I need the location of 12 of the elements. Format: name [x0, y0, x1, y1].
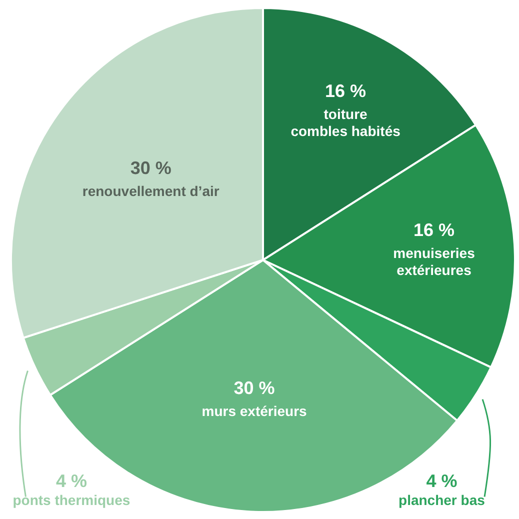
- slice-label: murs extérieurs: [202, 402, 308, 419]
- data-label: 16 %: [414, 220, 455, 240]
- slice-label: plancher bas: [398, 492, 486, 508]
- data-label: 16 %: [325, 80, 366, 101]
- data-label: 30 %: [130, 158, 172, 178]
- data-label: 4 %: [56, 470, 87, 491]
- slice-label: menuiseries extérieures: [393, 245, 476, 278]
- data-label: 30 %: [234, 378, 275, 398]
- slice-label: renouvellement d’air: [82, 183, 220, 200]
- slice-label: ponts thermiques: [12, 492, 130, 508]
- data-label: 4 %: [426, 470, 458, 491]
- slice-label: toiture combles habités: [290, 106, 401, 139]
